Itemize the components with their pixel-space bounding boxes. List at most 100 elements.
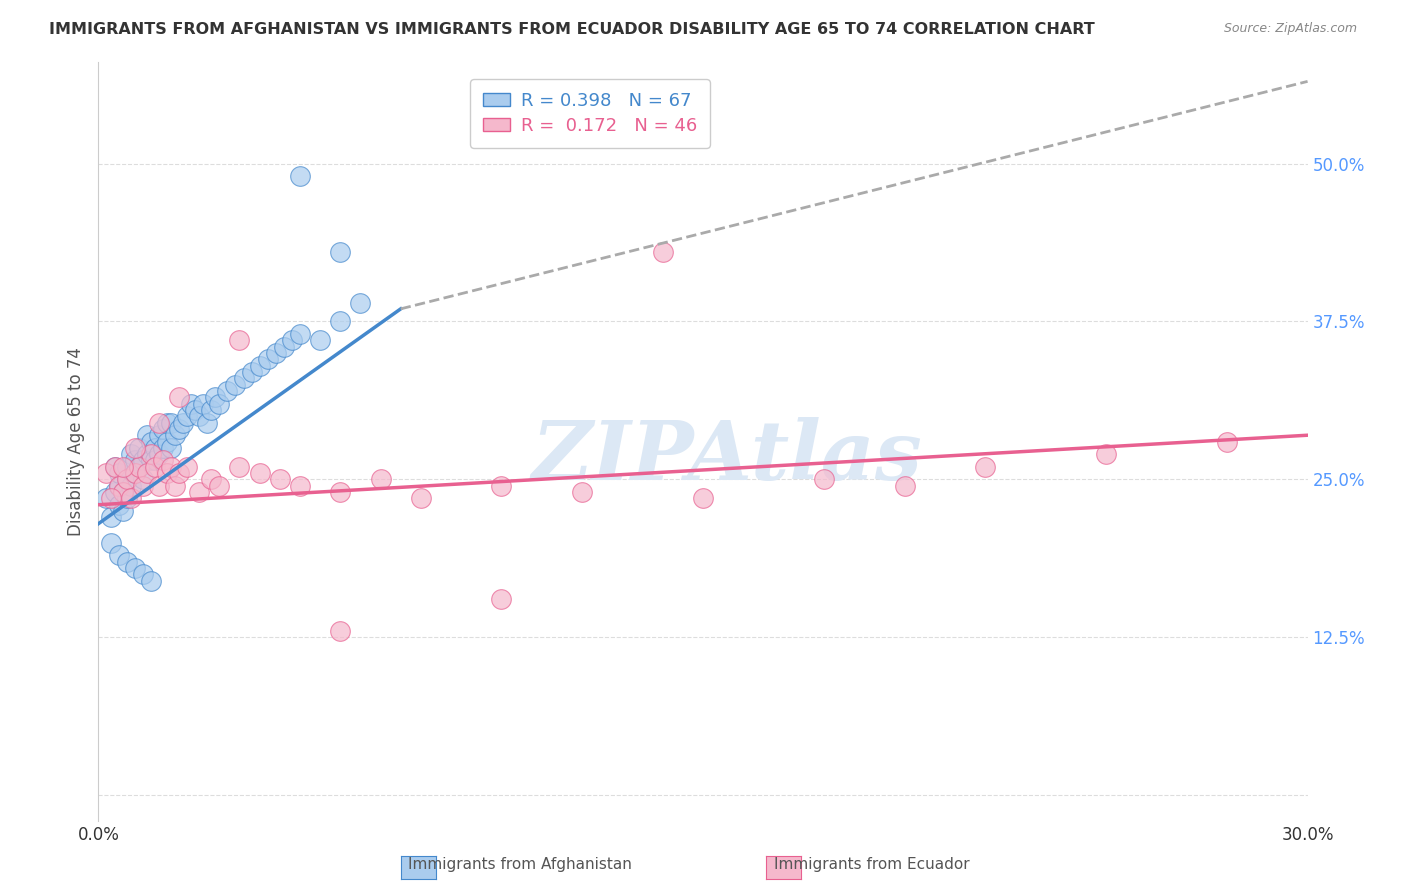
- Point: [651, 244, 673, 259]
- Point: [156, 434, 179, 449]
- Point: [111, 459, 134, 474]
- Point: [103, 459, 125, 474]
- Point: [120, 447, 142, 461]
- Point: [208, 479, 231, 493]
- Point: [692, 491, 714, 506]
- Point: [96, 466, 118, 480]
- Point: [96, 491, 118, 506]
- Point: [139, 453, 162, 467]
- Point: [115, 473, 138, 487]
- Point: [167, 422, 190, 436]
- Point: [143, 453, 166, 467]
- Point: [100, 491, 122, 506]
- Point: [124, 561, 146, 575]
- Point: [132, 567, 155, 582]
- Point: [491, 479, 513, 493]
- Text: IMMIGRANTS FROM AFGHANISTAN VS IMMIGRANTS FROM ECUADOR DISABILITY AGE 65 TO 74 C: IMMIGRANTS FROM AFGHANISTAN VS IMMIGRANT…: [49, 22, 1095, 37]
- Point: [152, 422, 174, 436]
- Point: [107, 548, 129, 563]
- Y-axis label: Disability Age 65 to 74: Disability Age 65 to 74: [67, 347, 86, 536]
- Point: [200, 473, 222, 487]
- Point: [224, 377, 246, 392]
- Point: [143, 441, 166, 455]
- Point: [100, 510, 122, 524]
- Point: [107, 466, 129, 480]
- Point: [249, 359, 271, 373]
- Point: [143, 459, 166, 474]
- Point: [329, 314, 352, 328]
- Point: [160, 459, 183, 474]
- Point: [148, 447, 170, 461]
- Point: [124, 453, 146, 467]
- Point: [571, 485, 593, 500]
- Point: [273, 340, 295, 354]
- Point: [103, 459, 125, 474]
- Point: [370, 473, 392, 487]
- Point: [240, 365, 263, 379]
- Point: [107, 479, 129, 493]
- Point: [111, 485, 134, 500]
- Point: [228, 334, 250, 348]
- Point: [329, 624, 352, 639]
- Point: [124, 466, 146, 480]
- Point: [167, 466, 190, 480]
- Point: [1216, 434, 1239, 449]
- Point: [167, 390, 190, 404]
- Point: [208, 396, 231, 410]
- Point: [120, 491, 142, 506]
- Point: [974, 459, 997, 474]
- Point: [232, 371, 254, 385]
- Text: Immigrants from Afghanistan: Immigrants from Afghanistan: [408, 857, 633, 872]
- Point: [128, 459, 150, 474]
- Point: [139, 574, 162, 588]
- Point: [204, 390, 226, 404]
- Point: [893, 479, 915, 493]
- Point: [409, 491, 432, 506]
- Text: Immigrants from Ecuador: Immigrants from Ecuador: [773, 857, 970, 872]
- Point: [188, 409, 211, 424]
- Point: [120, 479, 142, 493]
- Point: [111, 504, 134, 518]
- Point: [160, 416, 183, 430]
- Point: [813, 473, 835, 487]
- Point: [139, 434, 162, 449]
- Point: [180, 396, 202, 410]
- Point: [100, 535, 122, 549]
- Point: [115, 459, 138, 474]
- Point: [115, 473, 138, 487]
- Point: [124, 466, 146, 480]
- Point: [188, 485, 211, 500]
- Point: [163, 428, 186, 442]
- Point: [217, 384, 239, 398]
- Legend: R = 0.398   N = 67, R =  0.172   N = 46: R = 0.398 N = 67, R = 0.172 N = 46: [470, 79, 710, 147]
- Point: [281, 334, 304, 348]
- Point: [256, 352, 278, 367]
- Point: [132, 479, 155, 493]
- Text: ZIPAtlas: ZIPAtlas: [531, 417, 922, 497]
- Point: [288, 169, 311, 184]
- Text: Source: ZipAtlas.com: Source: ZipAtlas.com: [1223, 22, 1357, 36]
- Point: [135, 447, 157, 461]
- Point: [128, 441, 150, 455]
- Point: [195, 416, 218, 430]
- Point: [148, 479, 170, 493]
- Point: [111, 485, 134, 500]
- Point: [132, 453, 155, 467]
- Point: [288, 327, 311, 342]
- Point: [249, 466, 271, 480]
- Point: [228, 459, 250, 474]
- Point: [148, 428, 170, 442]
- Point: [128, 459, 150, 474]
- Point: [172, 416, 194, 430]
- Point: [349, 295, 371, 310]
- Point: [115, 555, 138, 569]
- Point: [152, 441, 174, 455]
- Point: [107, 479, 129, 493]
- Point: [132, 473, 155, 487]
- Point: [160, 441, 183, 455]
- Point: [288, 479, 311, 493]
- Point: [329, 244, 352, 259]
- Point: [156, 466, 179, 480]
- Point: [269, 473, 291, 487]
- Point: [193, 396, 215, 410]
